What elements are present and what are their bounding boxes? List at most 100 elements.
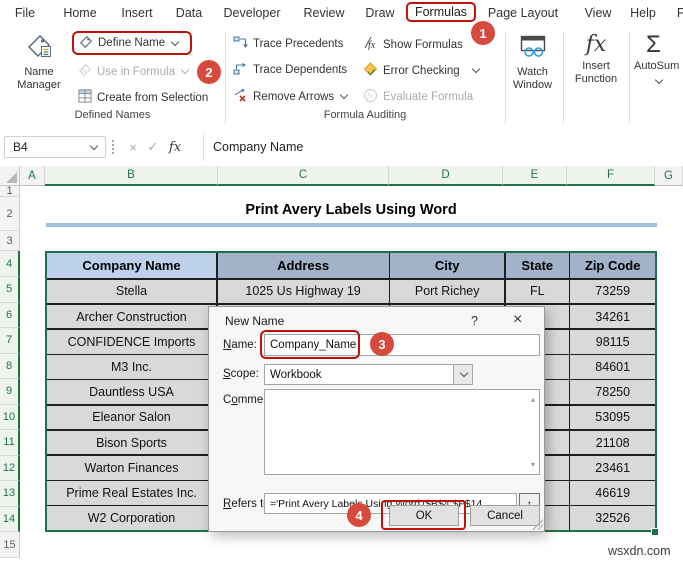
column-header-e[interactable]: E — [503, 166, 567, 186]
watch-window-button[interactable]: Watch Window — [505, 35, 560, 92]
remove-arrows-button[interactable]: Remove Arrows — [233, 88, 349, 105]
tab-formulas[interactable]: Formulas — [405, 2, 477, 22]
cell-company[interactable]: CONFIDENCE Imports — [47, 329, 216, 354]
tab-data[interactable]: Data — [175, 6, 203, 20]
row-header-10[interactable]: 10 — [0, 404, 20, 430]
column-header-d[interactable]: D — [389, 166, 503, 186]
scope-dropdown[interactable]: Workbook — [264, 364, 473, 385]
tab-review[interactable]: Review — [303, 6, 345, 20]
range-picker-up-icon: ↑ — [526, 496, 533, 511]
insert-function-button[interactable]: fx Insert Function — [566, 33, 626, 86]
row-header-13[interactable]: 13 — [0, 481, 20, 507]
enter-entry-icon[interactable]: ✓ — [147, 139, 159, 154]
tab-insert[interactable]: Insert — [121, 6, 153, 20]
column-header-g[interactable]: G — [655, 166, 683, 186]
cell-company[interactable]: Dauntless USA — [47, 380, 216, 404]
fill-handle[interactable] — [651, 528, 659, 536]
tab-home[interactable]: Home — [63, 6, 97, 20]
table-header-company[interactable]: Company Name — [47, 253, 216, 278]
show-formulas-button[interactable]: fx Show Formulas — [363, 36, 463, 53]
watch-window-label-line1: Watch — [517, 66, 548, 78]
trace-dependents-icon — [233, 62, 248, 78]
evaluate-formula-button[interactable]: fx Evaluate Formula — [363, 88, 473, 106]
cell-zip[interactable]: 46619 — [570, 481, 655, 505]
error-checking-button[interactable]: Error Checking — [363, 62, 480, 79]
row-header-12[interactable]: 12 — [0, 455, 20, 481]
row-header-14[interactable]: 14 — [0, 506, 20, 532]
column-header-a[interactable]: A — [20, 166, 45, 186]
cell-company[interactable]: Prime Real Estates Inc. — [47, 481, 216, 505]
dialog-help-icon[interactable]: ? — [471, 314, 478, 328]
cell-zip[interactable]: 98115 — [570, 329, 655, 354]
row-header-4[interactable]: 4 — [0, 251, 20, 277]
row-header-9[interactable]: 9 — [0, 379, 20, 405]
row-header-3[interactable]: 3 — [0, 231, 20, 251]
scroll-down-icon[interactable]: ▾ — [530, 460, 535, 469]
annotation-step-2: 2 — [197, 60, 221, 84]
cell-company[interactable]: Bison Sports — [47, 430, 216, 455]
use-in-formula-button[interactable]: fx Use in Formula — [78, 63, 190, 80]
cell-zip[interactable]: 23461 — [570, 455, 655, 480]
cell-zip[interactable]: 32526 — [570, 506, 655, 530]
scope-dropdown-button[interactable] — [453, 365, 472, 384]
table-header-state[interactable]: State — [505, 253, 569, 278]
cell-company[interactable]: Stella — [47, 279, 216, 304]
tab-help[interactable]: Help — [630, 6, 656, 20]
cell-zip[interactable]: 73259 — [570, 279, 655, 304]
row-header-7[interactable]: 7 — [0, 328, 20, 354]
cell-zip[interactable]: 34261 — [570, 304, 655, 329]
define-name-button[interactable]: Define Name — [72, 31, 192, 55]
tab-page-layout[interactable]: Page Layout — [487, 6, 559, 20]
autosum-button[interactable]: Σ AutoSum — [631, 31, 683, 85]
column-header-c[interactable]: C — [218, 166, 389, 186]
select-all-corner[interactable] — [0, 166, 20, 186]
column-header-b[interactable]: B — [45, 166, 218, 186]
cell-city[interactable]: Port Richey — [390, 279, 505, 304]
cell-company[interactable]: M3 Inc. — [47, 355, 216, 379]
cell-zip[interactable]: 21108 — [570, 430, 655, 455]
column-header-f[interactable]: F — [567, 166, 655, 186]
tab-draw[interactable]: Draw — [365, 6, 395, 20]
trace-precedents-button[interactable]: Trace Precedents — [233, 36, 343, 52]
name-box[interactable]: B4 — [4, 136, 106, 158]
row-header-15[interactable]: 15 — [0, 532, 20, 558]
row-header-1[interactable]: 1 — [0, 185, 20, 197]
cell-company[interactable]: Warton Finances — [47, 455, 216, 480]
row-header-8[interactable]: 8 — [0, 353, 20, 379]
tab-developer[interactable]: Developer — [223, 6, 281, 20]
cancel-button[interactable]: Cancel — [470, 505, 540, 526]
name-manager-button[interactable]: Name Manager — [10, 33, 68, 92]
use-in-formula-label: Use in Formula — [97, 65, 175, 78]
row-header-5[interactable]: 5 — [0, 277, 20, 303]
table-header-zip[interactable]: Zip Code — [570, 253, 655, 278]
dialog-close-icon[interactable]: × — [513, 311, 523, 328]
formula-bar-drag-handle[interactable] — [112, 140, 114, 154]
row-header-11[interactable]: 11 — [0, 430, 20, 456]
cell-zip[interactable]: 78250 — [570, 380, 655, 404]
row-header-2[interactable]: 2 — [0, 197, 20, 231]
cell-state[interactable]: FL — [505, 279, 569, 304]
cell-company[interactable]: Archer Construction — [47, 304, 216, 329]
cell-zip[interactable]: 84601 — [570, 355, 655, 379]
formula-bar-content[interactable]: Company Name — [213, 140, 304, 154]
ok-button[interactable]: OK — [389, 505, 459, 526]
comment-textarea[interactable]: ▴ ▾ — [264, 389, 540, 475]
autosum-icon: Σ — [646, 31, 661, 58]
annotation-step-4: 4 — [347, 503, 371, 527]
scroll-up-icon[interactable]: ▴ — [530, 395, 535, 404]
row-header-6[interactable]: 6 — [0, 302, 20, 328]
table-header-city[interactable]: City — [390, 253, 505, 278]
tab-overflow[interactable]: P — [676, 6, 683, 20]
tab-file[interactable]: File — [14, 6, 36, 20]
insert-function-fx-icon[interactable]: fx — [168, 139, 182, 155]
cell-address[interactable]: 1025 Us Highway 19 — [217, 279, 389, 304]
cell-zip[interactable]: 53095 — [570, 405, 655, 430]
cell-company[interactable]: W2 Corporation — [47, 506, 216, 530]
cell-company[interactable]: Eleanor Salon — [47, 405, 216, 430]
trace-dependents-button[interactable]: Trace Dependents — [233, 62, 347, 78]
create-from-selection-button[interactable]: Create from Selection — [78, 89, 208, 106]
cancel-entry-icon[interactable]: × — [129, 139, 137, 155]
table-header-address[interactable]: Address — [217, 253, 389, 278]
name-input[interactable]: Company_Name — [264, 334, 540, 356]
tab-view[interactable]: View — [584, 6, 612, 20]
